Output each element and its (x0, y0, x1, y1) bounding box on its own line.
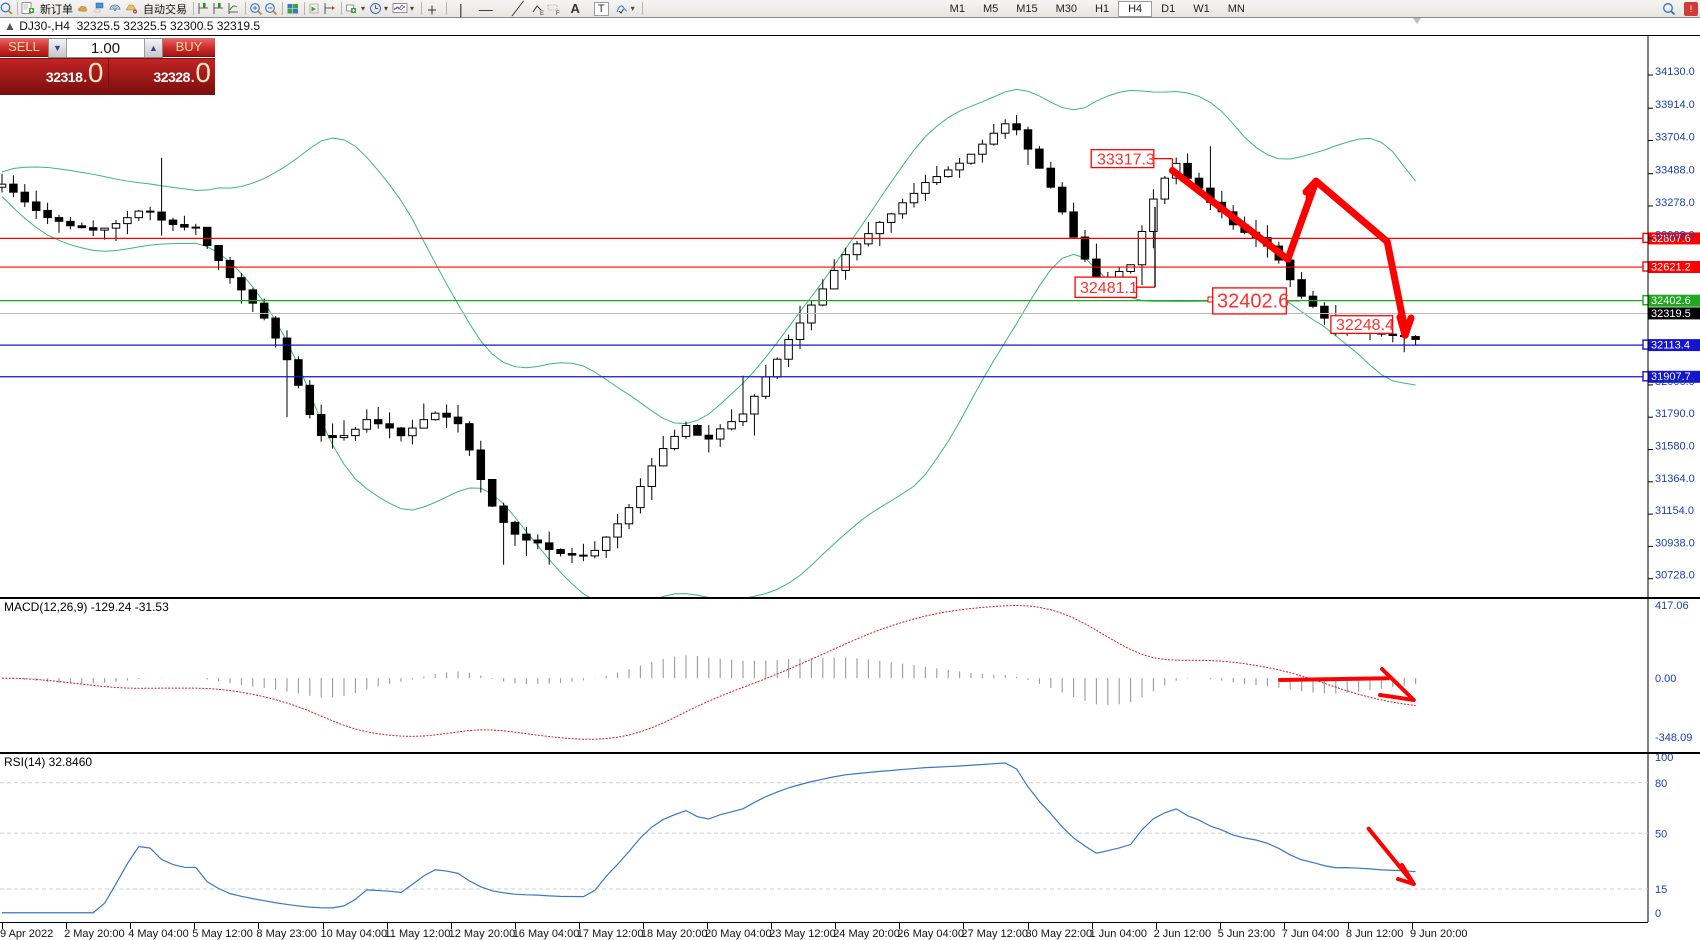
svg-text:32113.4: 32113.4 (1651, 340, 1690, 352)
svg-text:33317.3: 33317.3 (1097, 152, 1155, 169)
svg-text:32006.0: 32006.0 (1655, 376, 1695, 388)
svg-text:30938.0: 30938.0 (1655, 537, 1695, 549)
svg-text:33704.0: 33704.0 (1655, 132, 1695, 144)
svg-text:0.00: 0.00 (1655, 673, 1676, 685)
svg-text:32319.5: 32319.5 (1651, 308, 1691, 320)
svg-text:34130.0: 34130.0 (1655, 66, 1695, 78)
svg-text:100: 100 (1655, 753, 1673, 764)
svg-text:31790.0: 31790.0 (1655, 408, 1695, 420)
svg-text:30728.0: 30728.0 (1655, 570, 1695, 582)
svg-text:15: 15 (1655, 884, 1667, 896)
svg-text:31364.0: 31364.0 (1655, 473, 1695, 485)
svg-text:33488.0: 33488.0 (1655, 165, 1695, 177)
svg-text:32621.2: 32621.2 (1651, 261, 1691, 273)
svg-text:32481.1: 32481.1 (1080, 280, 1138, 297)
svg-text:F: F (556, 11, 560, 17)
svg-text:32402.6: 32402.6 (1217, 291, 1289, 313)
svg-text:0: 0 (1655, 908, 1661, 920)
svg-text:-348.09: -348.09 (1655, 732, 1692, 744)
svg-text:33068.0: 33068.0 (1655, 229, 1695, 241)
svg-text:50: 50 (1655, 829, 1667, 841)
svg-text:32248.4: 32248.4 (1336, 317, 1394, 334)
svg-text:33278.0: 33278.0 (1655, 197, 1695, 209)
svg-text:31580.0: 31580.0 (1655, 441, 1695, 453)
svg-text:32402.6: 32402.6 (1651, 295, 1691, 307)
svg-text:417.06: 417.06 (1655, 600, 1689, 612)
svg-text:33914.0: 33914.0 (1655, 99, 1695, 111)
svg-text:E: E (540, 11, 544, 17)
svg-text:80: 80 (1655, 778, 1667, 790)
svg-text:31154.0: 31154.0 (1655, 505, 1694, 517)
